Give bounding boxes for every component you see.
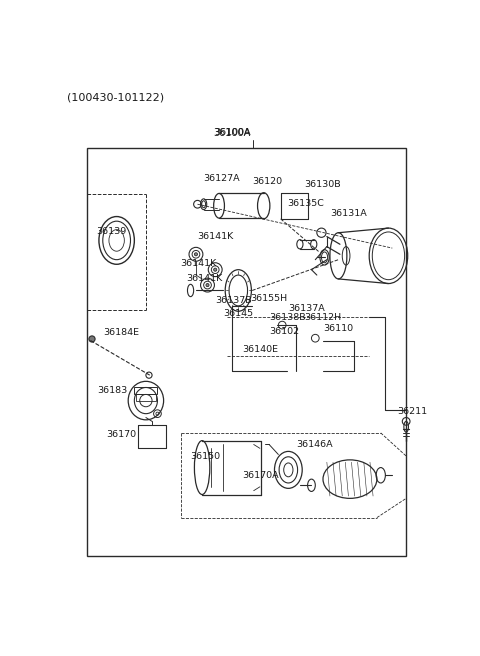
Text: 36146A: 36146A (296, 440, 333, 449)
Circle shape (194, 253, 197, 256)
Text: 36141K: 36141K (187, 274, 223, 283)
Circle shape (89, 336, 95, 342)
Text: 36100A: 36100A (214, 128, 251, 138)
Circle shape (206, 283, 209, 287)
Text: 36150: 36150 (191, 451, 221, 461)
Bar (86, 148, 406, 556)
Text: 36131A: 36131A (331, 209, 368, 218)
Text: 36137A: 36137A (288, 304, 325, 313)
Text: 36140E: 36140E (242, 345, 278, 354)
Text: 36184E: 36184E (104, 328, 140, 337)
Text: 36170: 36170 (106, 430, 136, 439)
Text: 36137B: 36137B (215, 296, 252, 305)
Text: 36135C: 36135C (287, 199, 324, 208)
Text: 36183: 36183 (97, 386, 128, 395)
Text: 36141K: 36141K (197, 232, 234, 241)
Text: 36127A: 36127A (204, 174, 240, 183)
Text: 36155H: 36155H (250, 294, 287, 302)
Text: 36120: 36120 (252, 176, 282, 186)
Text: 36170A: 36170A (242, 471, 279, 480)
Text: 36102: 36102 (269, 327, 299, 336)
Text: (100430-101122): (100430-101122) (67, 92, 165, 102)
Text: 36145: 36145 (223, 309, 253, 318)
Text: 36112H: 36112H (304, 313, 341, 322)
Text: 36141K: 36141K (180, 259, 217, 268)
Circle shape (214, 268, 217, 271)
Text: 36110: 36110 (323, 325, 353, 333)
Text: 36211: 36211 (398, 407, 428, 416)
Bar (134, 387, 157, 394)
Text: 36139: 36139 (96, 227, 126, 236)
Text: 36138B: 36138B (269, 313, 306, 322)
Text: 36130B: 36130B (304, 180, 340, 189)
Bar (136, 394, 156, 401)
Text: 36100A: 36100A (214, 128, 251, 137)
